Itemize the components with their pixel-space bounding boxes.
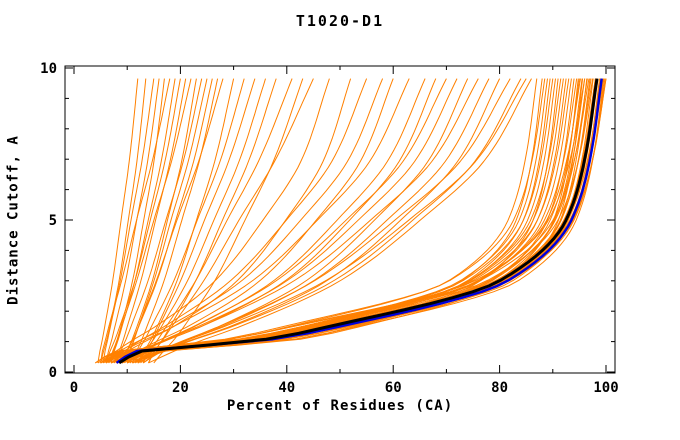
model-curve (110, 78, 368, 364)
model-curve (95, 78, 588, 364)
model-curve (132, 78, 522, 364)
model-curve (132, 78, 579, 364)
model-curve (110, 78, 192, 363)
model-curve (148, 78, 532, 364)
model-curve (126, 78, 224, 363)
model-curve (100, 78, 171, 363)
model-curve (121, 78, 197, 364)
model-curve (105, 78, 546, 364)
model-curve (100, 78, 384, 364)
model-curve (102, 78, 155, 363)
x-axis-label: Percent of Residues (CA) (226, 398, 454, 414)
model-curve (137, 78, 266, 364)
x-tick-label: 0 (70, 380, 78, 396)
model-curve (148, 78, 314, 364)
model-curve (137, 78, 490, 364)
chart-title: T1020-D1 (295, 12, 385, 30)
model-curve (142, 78, 256, 364)
model-curve (116, 78, 394, 364)
y-axis-label: Distance Cutoff, A (5, 135, 22, 305)
model-curve (148, 78, 277, 364)
model-curve (105, 78, 181, 364)
model-curve (95, 78, 538, 364)
model-curve (111, 78, 437, 364)
model-curve (132, 78, 219, 364)
model-curve (116, 78, 187, 364)
x-tick-label: 60 (385, 380, 402, 396)
x-tick-label: 80 (491, 380, 508, 396)
model-curve (126, 78, 447, 364)
model-curve (132, 78, 469, 364)
model-curve (97, 78, 139, 363)
selected-model-curve (118, 78, 599, 365)
model-curve (142, 78, 293, 364)
model-curve (142, 78, 511, 364)
x-tick-label: 20 (172, 380, 189, 396)
y-tick-label: 0 (49, 365, 57, 381)
model-curve (105, 78, 594, 364)
model-curve (127, 78, 501, 364)
model-curve (116, 78, 203, 364)
model-curve (121, 78, 479, 364)
model-curve (137, 78, 235, 364)
model-curve (137, 78, 527, 364)
model-curve (105, 78, 160, 364)
model-curve (126, 78, 556, 364)
model-curve (132, 78, 245, 364)
model-curve (116, 78, 458, 364)
x-tick-label: 100 (593, 380, 618, 396)
model-curve (121, 78, 584, 364)
x-tick-label: 40 (278, 380, 295, 396)
best-model-curve (115, 78, 603, 364)
model-curve (105, 78, 410, 364)
y-tick-label: 10 (40, 61, 57, 77)
model-curve (100, 78, 330, 364)
y-tick-label: 5 (49, 213, 57, 229)
